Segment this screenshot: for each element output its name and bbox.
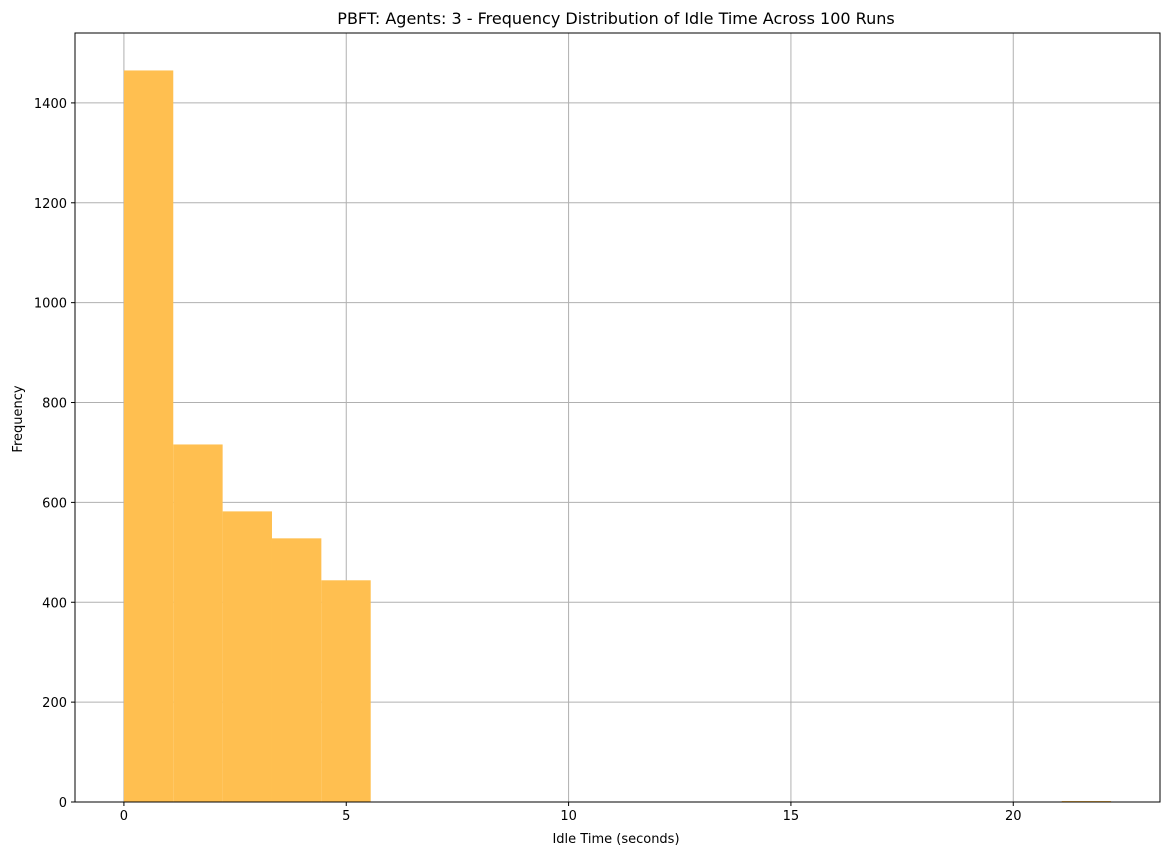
x-tick-label: 0	[120, 809, 128, 824]
x-tick-label: 20	[1005, 809, 1022, 824]
y-tick-label: 400	[42, 596, 67, 611]
x-axis-ticks: 0 5 10 15 20	[120, 802, 1022, 824]
x-axis-label: Idle Time (seconds)	[552, 832, 679, 847]
y-tick-label: 1200	[34, 197, 67, 212]
y-tick-label: 0	[59, 796, 67, 811]
y-axis-ticks: 0 200 400 600 800 1000 1200 1400	[34, 97, 75, 811]
histogram-bar	[173, 444, 223, 802]
histogram-bar	[222, 511, 272, 802]
plot-frame	[74, 32, 1161, 803]
y-tick-label: 200	[42, 696, 67, 711]
histogram-bars	[123, 70, 1112, 803]
x-tick-label: 10	[560, 809, 577, 824]
histogram-bar	[123, 70, 174, 803]
y-tick-label: 1400	[34, 97, 67, 112]
histogram-bar	[321, 580, 371, 802]
y-tick-label: 800	[42, 397, 67, 412]
y-tick-label: 600	[42, 496, 67, 511]
chart-title: PBFT: Agents: 3 - Frequency Distribution…	[337, 9, 894, 28]
x-tick-label: 15	[783, 809, 800, 824]
y-axis-label: Frequency	[11, 385, 26, 452]
histogram-bar	[271, 538, 322, 802]
x-tick-label: 5	[342, 809, 350, 824]
y-tick-label: 1000	[34, 297, 67, 312]
